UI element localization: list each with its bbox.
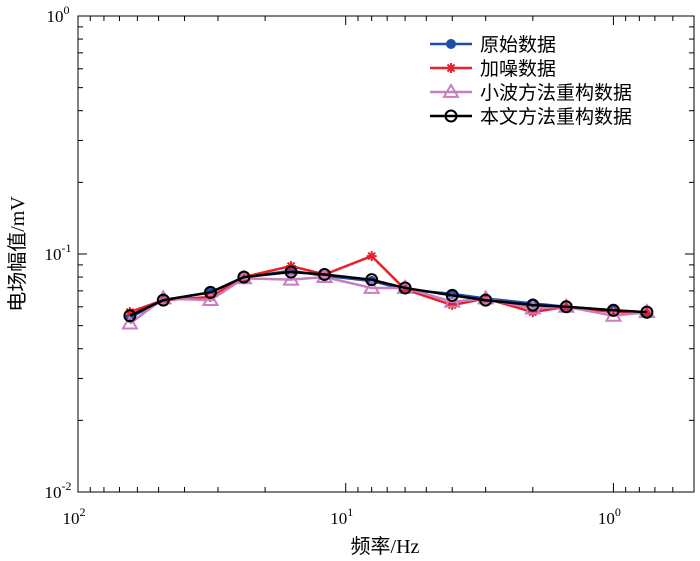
x-tick-exponent: 2 — [80, 505, 86, 519]
series-point — [476, 289, 495, 305]
series-point — [398, 281, 412, 295]
legend-label: 加噪数据 — [480, 58, 556, 80]
series-point — [362, 278, 381, 294]
asterisk-stroke — [367, 251, 376, 261]
series-point — [201, 291, 220, 307]
y-tick-exponent: 0 — [64, 3, 70, 17]
x-tick-base: 10 — [63, 509, 80, 528]
x-tick-label: 102 — [63, 505, 86, 528]
y-tick-label: 10-1 — [45, 241, 72, 264]
series-point — [526, 298, 540, 312]
series-point — [154, 289, 173, 305]
legend-label: 本文方法重构数据 — [480, 106, 632, 128]
series-point — [365, 273, 379, 287]
series-point — [606, 303, 620, 317]
legend-entry: 小波方法重构数据 — [430, 82, 632, 104]
series-point — [444, 109, 458, 123]
legend-entry: 加噪数据 — [430, 58, 556, 80]
legend-entry: 原始数据 — [430, 34, 556, 56]
series-point — [156, 293, 170, 307]
y-tick-exponent: -2 — [62, 479, 72, 493]
series-point — [559, 300, 573, 314]
series — [123, 265, 654, 323]
series-point — [366, 251, 377, 262]
series-point — [123, 309, 137, 323]
series — [121, 268, 656, 330]
series-point — [318, 268, 332, 282]
y-tick-label: 100 — [47, 3, 70, 26]
legend-label: 原始数据 — [480, 34, 556, 56]
x-tick-exponent: 1 — [347, 505, 353, 519]
series-point — [445, 288, 459, 302]
x-tick-base: 10 — [598, 509, 615, 528]
y-tick-base: 10 — [47, 7, 64, 26]
y-tick-exponent: -1 — [62, 241, 72, 255]
series-point — [442, 83, 460, 98]
series-point — [121, 314, 139, 330]
series-point — [203, 285, 217, 299]
series-layer — [121, 251, 656, 330]
series-point — [237, 270, 251, 284]
y-tick-label: 10-2 — [45, 479, 72, 502]
legend-label: 小波方法重构数据 — [480, 82, 632, 104]
y-tick-base: 10 — [45, 483, 62, 502]
series-point — [282, 270, 300, 286]
series-point — [446, 39, 456, 49]
series-point — [524, 299, 542, 315]
series-point — [284, 265, 298, 279]
series-point — [479, 293, 493, 307]
asterisk-stroke — [446, 63, 456, 73]
series-point — [640, 305, 654, 319]
y-axis-label: 电场幅值/mV — [6, 196, 29, 312]
x-tick-exponent: 0 — [615, 505, 621, 519]
x-tick-label: 100 — [598, 505, 621, 528]
legend-entry: 本文方法重构数据 — [430, 106, 632, 128]
x-axis-label: 频率/Hz — [351, 535, 420, 558]
y-tick-base: 10 — [45, 245, 62, 264]
x-tick-label: 101 — [330, 505, 353, 528]
x-tick-base: 10 — [330, 509, 347, 528]
series-point — [446, 63, 456, 73]
